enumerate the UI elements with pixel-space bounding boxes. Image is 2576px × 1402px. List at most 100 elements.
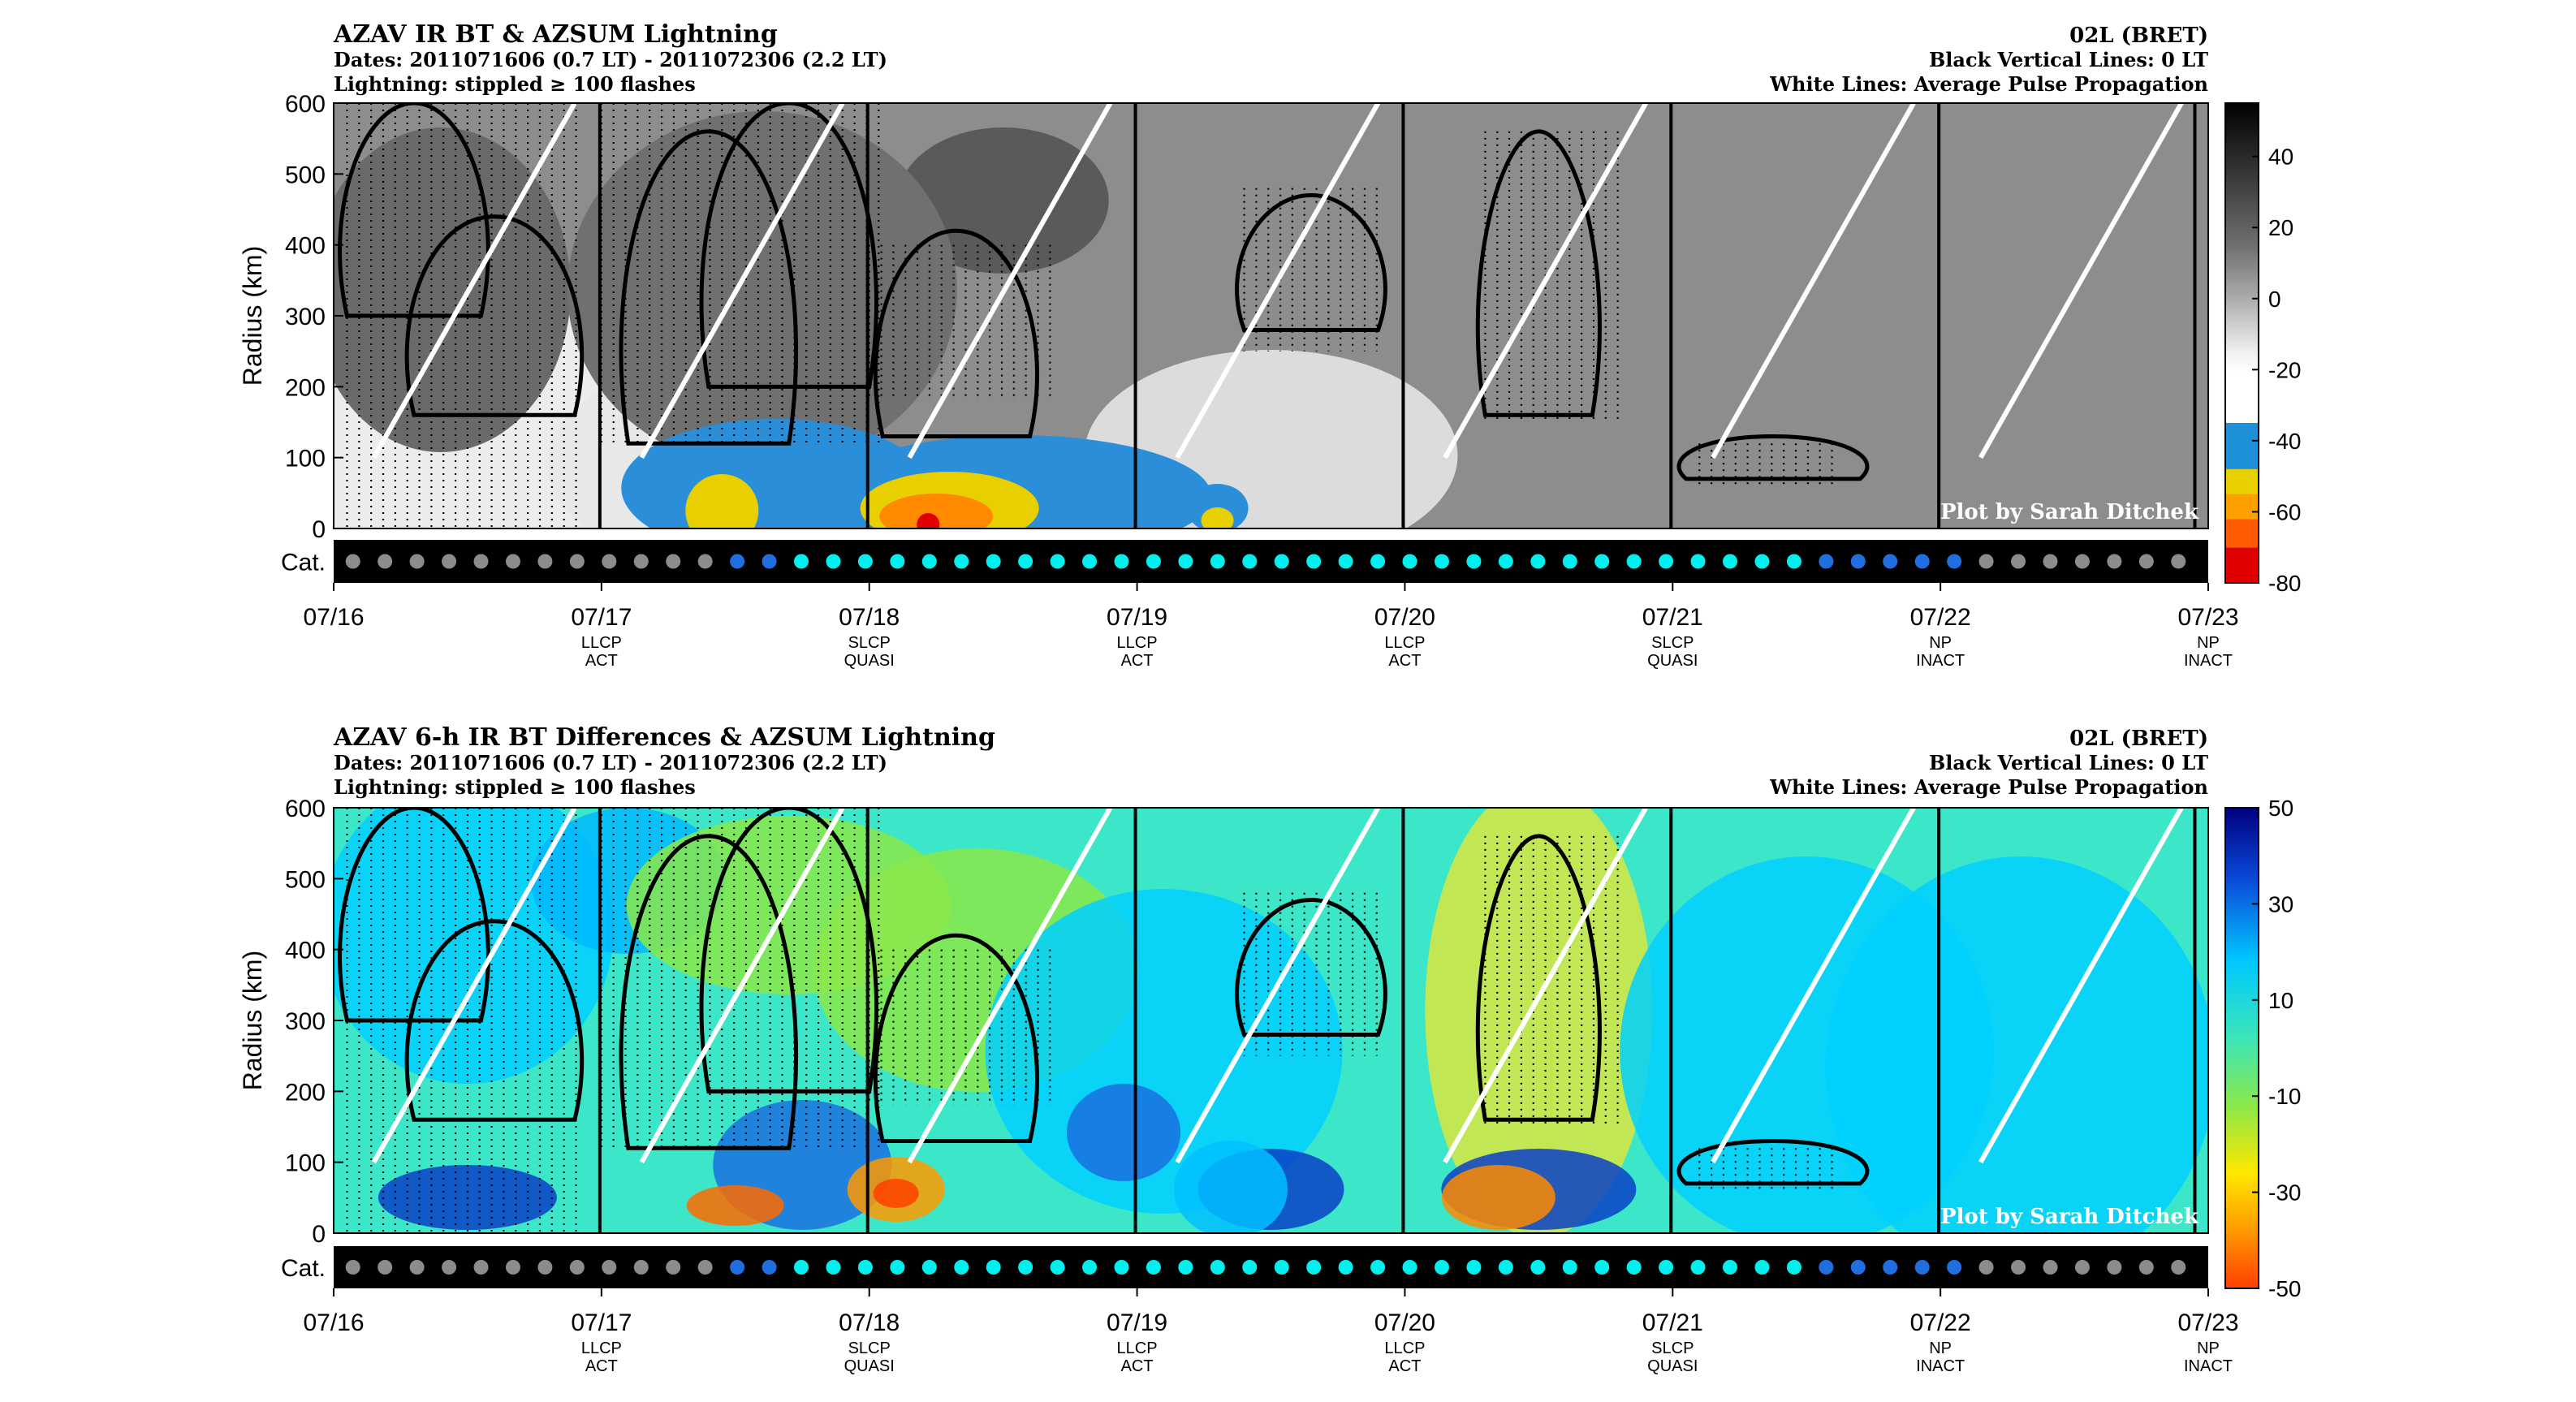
category-dot — [1082, 554, 1098, 569]
lightning-contour — [1676, 1138, 1870, 1186]
y-tick-label: 100 — [285, 446, 326, 472]
category-dot — [1626, 554, 1642, 569]
category-dot — [954, 1260, 969, 1275]
category-dot — [1274, 1260, 1289, 1275]
category-dot — [1178, 1260, 1193, 1275]
x-tick-label: 07/18 — [839, 1309, 900, 1336]
category-dot — [1850, 1260, 1866, 1275]
category-dot — [1114, 554, 1129, 569]
y-tick-label: 600 — [285, 796, 326, 822]
pulse-propagation-line — [371, 808, 577, 1164]
cycle-type-label: LLCP — [1384, 1339, 1425, 1357]
category-dot — [345, 554, 360, 569]
colorbar-tick-label: -10 — [2268, 1084, 2301, 1109]
cycle-type-label: NP — [1929, 634, 1952, 652]
category-dot — [1274, 554, 1289, 569]
colorbar-band — [2225, 468, 2259, 494]
cycle-type-label: SLCP — [848, 1339, 891, 1357]
colorbar-tick-label: -50 — [2268, 1276, 2301, 1301]
category-dot — [1082, 1260, 1098, 1275]
category-dot — [730, 1260, 745, 1275]
category-dot — [2171, 1260, 2186, 1275]
category-dot — [730, 554, 745, 569]
y-tick-label: 100 — [285, 1150, 326, 1177]
category-dot — [986, 1260, 1001, 1275]
category-dot — [1050, 1260, 1065, 1275]
category-dot — [1723, 554, 1737, 569]
lightning-label: Lightning: stippled ≥ 100 flashes — [334, 775, 696, 799]
pulse-propagation-line — [639, 808, 845, 1164]
category-dot — [1850, 554, 1866, 569]
lightning-label: Lightning: stippled ≥ 100 flashes — [334, 72, 696, 96]
category-dot — [1594, 554, 1610, 569]
category-dot — [409, 554, 425, 569]
panel-ir-bt-diff: AZAV 6-h IR BT Differences & AZSUM Light… — [238, 723, 2301, 1375]
category-dot — [826, 554, 841, 569]
category-dot — [2171, 554, 2186, 569]
category-dot — [2107, 1260, 2122, 1275]
category-dot — [921, 1260, 937, 1275]
category-dot — [1819, 1260, 1834, 1275]
y-tick-label: 200 — [285, 374, 326, 401]
category-dot — [602, 1260, 617, 1275]
cycle-state-label: ACT — [1388, 652, 1421, 670]
category-dot — [2138, 1260, 2154, 1275]
x-tick-label: 07/17 — [571, 1309, 632, 1336]
category-dot — [1530, 554, 1546, 569]
colorbar-tick-label: 50 — [2268, 796, 2293, 821]
category-dot — [794, 1260, 809, 1275]
category-dot — [1659, 1260, 1674, 1275]
category-dot — [2043, 554, 2058, 569]
category-dot — [857, 554, 873, 569]
pulse-propagation-line — [371, 103, 577, 459]
category-dot — [1018, 1260, 1033, 1275]
cycle-state-label: ACT — [1121, 652, 1154, 670]
category-dot — [857, 1260, 873, 1275]
category-dot — [2074, 1260, 2090, 1275]
cycle-state-label: INACT — [1916, 652, 1965, 670]
field-shading — [334, 103, 2208, 528]
cycle-state-label: QUASI — [844, 652, 895, 670]
category-dot — [1402, 1260, 1417, 1275]
category-dot — [1402, 554, 1417, 569]
pulse-propagation-line — [1978, 808, 2184, 1164]
y-tick-label: 200 — [285, 1079, 326, 1106]
y-tick-label: 400 — [285, 938, 326, 964]
cycle-state-label: QUASI — [1647, 652, 1698, 670]
category-dot — [1370, 1260, 1386, 1275]
white-lines-label: White Lines: Average Pulse Propagation — [1769, 72, 2208, 96]
category-dot — [1498, 554, 1513, 569]
colorbar-band — [2225, 494, 2259, 520]
cycle-state-label: QUASI — [844, 1357, 895, 1375]
panel-title: AZAV 6-h IR BT Differences & AZSUM Light… — [333, 723, 995, 752]
category-dot — [794, 554, 809, 569]
category-dot — [1146, 1260, 1161, 1275]
cycle-state-label: INACT — [1916, 1357, 1965, 1375]
category-dot — [762, 1260, 777, 1275]
category-dot — [633, 554, 649, 569]
category-dot — [505, 554, 520, 569]
x-tick-label: 07/16 — [303, 1309, 364, 1336]
storm-label: 02L (BRET) — [2069, 24, 2208, 48]
category-dot — [826, 1260, 841, 1275]
category-dot — [537, 1260, 553, 1275]
category-dot — [1210, 1260, 1225, 1275]
colorbar-tick-label: 20 — [2268, 215, 2293, 240]
category-dot — [473, 1260, 489, 1275]
category-dot — [473, 554, 489, 569]
category-dot — [697, 554, 713, 569]
category-dot — [1914, 1260, 1930, 1275]
category-dot — [1883, 554, 1898, 569]
category-dot — [1754, 1260, 1770, 1275]
category-dot — [1338, 1260, 1353, 1275]
y-tick-label: 500 — [285, 866, 326, 893]
white-lines-label: White Lines: Average Pulse Propagation — [1769, 775, 2208, 799]
category-dot — [1690, 1260, 1706, 1275]
pulse-propagation-line — [1711, 103, 1916, 459]
cycle-state-label: QUASI — [1647, 1357, 1698, 1375]
cycle-type-label: NP — [2197, 1339, 2220, 1357]
category-dot — [1562, 554, 1577, 569]
lightning-contour — [1475, 129, 1602, 417]
category-dot — [633, 1260, 649, 1275]
